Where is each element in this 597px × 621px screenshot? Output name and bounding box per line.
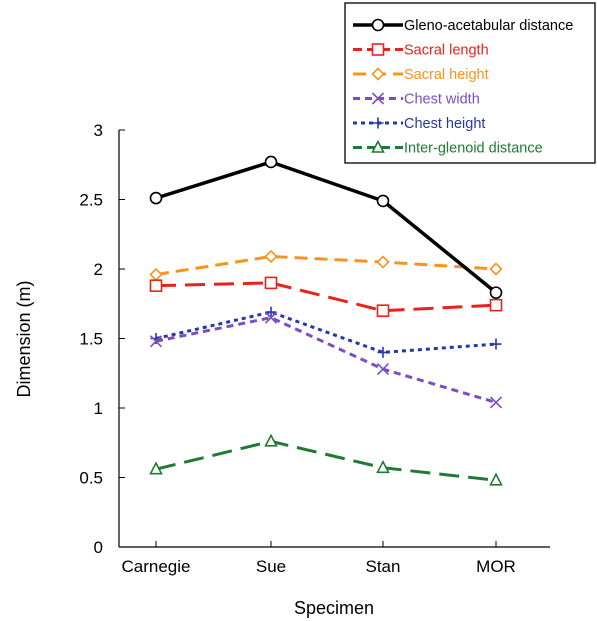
y-tick-label: 1.5 (79, 330, 103, 349)
data-point (376, 363, 390, 376)
data-point (376, 255, 390, 269)
legend-item: Gleno-acetabular distance (353, 18, 573, 34)
series-line (155, 254, 497, 277)
legend-marker (371, 18, 385, 32)
data-point (489, 472, 503, 486)
data-point (377, 346, 389, 358)
data-point (376, 194, 390, 208)
series-line (155, 439, 497, 482)
data-point (265, 306, 277, 318)
y-tick-label: 0.5 (79, 469, 103, 488)
x-axis-title: Specimen (294, 598, 374, 618)
y-axis-title: Dimension (m) (14, 280, 34, 397)
data-point (149, 279, 163, 292)
y-axis-ticks: 0 0.5 1 1.5 2 2.5 3 (79, 121, 125, 557)
data-point (149, 267, 163, 282)
data-point (264, 311, 278, 324)
legend-item: Inter-glenoid distance (353, 139, 543, 157)
data-point (149, 191, 163, 205)
x-tick-label: MOR (476, 557, 516, 576)
data-point (264, 433, 278, 447)
y-tick-label: 1 (94, 399, 103, 418)
series-inter-glenoid-distance (149, 433, 503, 486)
data-point (489, 396, 503, 409)
data-point (489, 298, 503, 312)
data-point (489, 262, 503, 276)
legend-label: Chest width (404, 92, 480, 108)
y-tick-label: 2 (94, 260, 103, 279)
legend-marker (371, 67, 385, 81)
legend-marker (371, 139, 385, 153)
data-point (376, 304, 390, 318)
data-point (149, 461, 163, 475)
series-gleno-acetabular-distance (149, 155, 503, 299)
y-tick-label: 2.5 (79, 191, 103, 210)
series-line (155, 160, 498, 294)
legend-label: Inter-glenoid distance (404, 141, 543, 157)
chart-axes (118, 130, 550, 548)
legend-item: Chest width (353, 92, 480, 108)
data-point (489, 286, 503, 299)
y-tick-label: 0 (94, 538, 103, 557)
data-point (149, 335, 163, 348)
legend-marker (371, 92, 385, 105)
data-point (264, 155, 278, 169)
legend-marker (371, 43, 385, 56)
legend-label: Gleno-acetabular distance (404, 18, 573, 34)
data-point (376, 460, 390, 474)
chart-legend: Gleno-acetabular distance Sacral length Sa… (344, 2, 596, 164)
legend-label: Sacral height (404, 67, 489, 83)
x-axis-ticks: Carnegie Sue Stan MOR (122, 541, 516, 576)
y-tick-label: 3 (94, 121, 103, 140)
x-tick-label: Carnegie (122, 557, 191, 576)
legend-label: Sacral length (404, 43, 489, 59)
data-point (490, 338, 502, 350)
legend-marker (372, 117, 384, 129)
legend-label: Chest height (404, 116, 485, 132)
data-point (264, 249, 278, 264)
series-line (155, 281, 497, 313)
series-line (155, 316, 497, 404)
legend-box (344, 2, 596, 164)
x-tick-label: Sue (256, 557, 286, 576)
legend-item: Sacral height (353, 67, 489, 83)
series-sacral-length (149, 276, 503, 318)
series-chest-height (150, 306, 502, 358)
data-point (264, 276, 278, 290)
series-chest-width (149, 311, 503, 409)
plot-area (149, 155, 503, 486)
series-line (155, 310, 497, 354)
legend-item: Chest height (353, 116, 485, 132)
x-tick-label: Stan (366, 557, 401, 576)
legend-item: Sacral length (353, 43, 489, 59)
